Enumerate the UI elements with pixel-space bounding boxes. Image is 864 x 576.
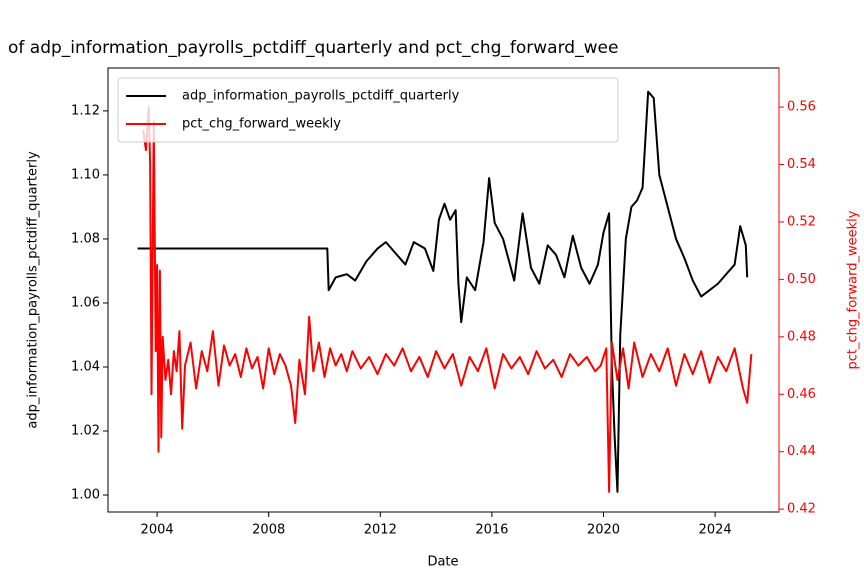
y2-tick-label: 0.42 — [787, 502, 816, 517]
y2-tick-label: 0.50 — [787, 272, 816, 287]
x-tick-label: 2020 — [587, 523, 620, 538]
y-tick-label: 1.08 — [71, 231, 100, 246]
y2-tick-label: 0.48 — [787, 329, 816, 344]
y-tick-label: 1.02 — [71, 424, 100, 439]
x-tick-label: 2016 — [475, 523, 508, 538]
x-tick-label: 2004 — [141, 523, 174, 538]
y2-tick-label: 0.56 — [787, 100, 816, 115]
y2-tick-label: 0.46 — [787, 387, 816, 402]
y-tick-label: 1.12 — [71, 103, 100, 118]
legend-box — [117, 77, 619, 143]
legend-label: adp_information_payrolls_pctdiff_quarter… — [182, 89, 460, 104]
y-axis-label: adp_information_payrolls_pctdiff_quarter… — [26, 151, 41, 429]
y-tick-label: 1.06 — [71, 295, 100, 310]
x-axis-label: Date — [427, 555, 458, 570]
y2-axis-label: pct_chg_forward_weekly — [846, 210, 861, 369]
y2-tick-label: 0.54 — [787, 157, 816, 172]
y-tick-label: 1.00 — [71, 488, 100, 503]
chart-title: of adp_information_payrolls_pctdiff_quar… — [8, 38, 618, 58]
y-tick-label: 1.10 — [71, 167, 100, 182]
series-line — [142, 106, 753, 493]
legend-label: pct_chg_forward_weekly — [182, 117, 341, 132]
x-tick-label: 2024 — [699, 523, 732, 538]
y2-tick-label: 0.44 — [787, 444, 816, 459]
y2-tick-label: 0.52 — [787, 214, 816, 229]
y-tick-label: 1.04 — [71, 359, 100, 374]
series-line — [137, 90, 749, 493]
x-tick-label: 2008 — [252, 523, 285, 538]
x-tick-label: 2012 — [364, 523, 397, 538]
